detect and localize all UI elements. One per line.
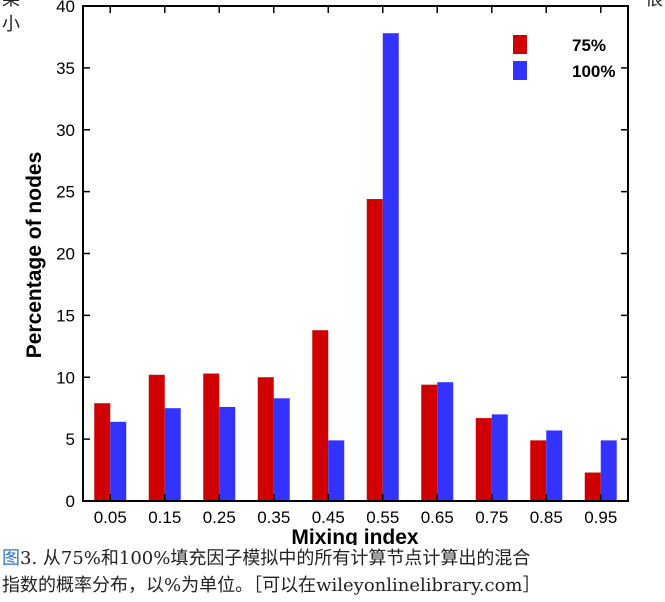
- bar-75-0.65: [421, 384, 438, 501]
- edge-text-top-right: 很: [645, 0, 663, 9]
- bar-100-0.65: [437, 382, 454, 501]
- y-tick-label: 40: [56, 0, 75, 16]
- legend-swatch-75: [513, 35, 527, 54]
- x-tick-label: 0.55: [366, 508, 399, 527]
- legend: 75% 100%: [513, 35, 615, 81]
- bar-75-0.45: [312, 330, 329, 501]
- figure-label-link[interactable]: 图: [2, 548, 20, 569]
- edge-text-top-left-1: 某: [2, 0, 20, 9]
- bars-layer: [94, 33, 617, 502]
- x-tick-label: 0.15: [148, 508, 181, 527]
- y-tick-label: 35: [56, 59, 75, 78]
- bar-75-0.25: [203, 373, 220, 501]
- x-tick-label: 0.35: [257, 508, 290, 527]
- x-tick-label: 0.65: [421, 508, 454, 527]
- legend-label-100: 100%: [572, 62, 615, 81]
- y-tick-label: 0: [66, 492, 75, 511]
- bar-100-0.85: [546, 430, 563, 501]
- y-tick-label: 10: [56, 368, 75, 387]
- caption-line-1-text: 3. 从75%和100%填充因子模拟中的所有计算节点计算出的混合: [20, 548, 531, 569]
- y-tick-label: 5: [66, 430, 75, 449]
- chart: 0 5 10 15 20 25 30 35 40 0.05 0.15 0.25 0.35 0.45 0.55…: [23, 0, 629, 545]
- y-axis-title: Percentage of nodes: [23, 152, 46, 359]
- bar-100-0.55: [382, 33, 399, 501]
- edge-text-top-left-2: 小: [2, 14, 20, 35]
- bar-100-0.75: [491, 414, 508, 501]
- x-axis-title: Mixing index: [291, 526, 419, 545]
- bar-100-0.15: [164, 408, 181, 501]
- bar-75-0.05: [94, 403, 111, 501]
- x-tick-label: 0.75: [475, 508, 508, 527]
- figure-caption: 图3. 从75%和100%填充因子模拟中的所有计算节点计算出的混合 指数的概率分…: [2, 545, 662, 599]
- y-tick-label: 20: [56, 245, 75, 264]
- bar-75-0.15: [148, 374, 165, 501]
- bar-100-0.25: [219, 406, 236, 501]
- ticks-layer: 0 5 10 15 20 25 30 35 40 0.05 0.15 0.25 0.35 0.45 0.55…: [56, 0, 628, 527]
- x-tick-label: 0.05: [94, 508, 127, 527]
- x-tick-label: 0.25: [203, 508, 236, 527]
- x-tick-label: 0.45: [312, 508, 345, 527]
- legend-label-75: 75%: [572, 36, 606, 55]
- y-tick-label: 25: [56, 183, 75, 202]
- x-tick-label: 0.85: [530, 508, 563, 527]
- x-tick-label: 0.95: [584, 508, 617, 527]
- bar-100-0.35: [273, 398, 290, 501]
- legend-swatch-100: [513, 61, 527, 80]
- bar-75-0.95: [584, 472, 601, 501]
- bar-75-0.55: [366, 199, 383, 502]
- bar-100-0.45: [328, 440, 345, 501]
- bar-100-0.05: [110, 421, 127, 501]
- bar-75-0.85: [530, 440, 547, 501]
- y-tick-label: 30: [56, 121, 75, 140]
- bar-75-0.75: [475, 418, 492, 501]
- caption-line-2: 指数的概率分布，以%为单位。［可以在wileyonlinelibrary.com…: [2, 575, 541, 596]
- bar-100-0.95: [600, 440, 617, 501]
- caption-line-1: 图3. 从75%和100%填充因子模拟中的所有计算节点计算出的混合: [2, 545, 662, 572]
- bar-75-0.35: [257, 377, 274, 501]
- y-tick-label: 15: [56, 306, 75, 325]
